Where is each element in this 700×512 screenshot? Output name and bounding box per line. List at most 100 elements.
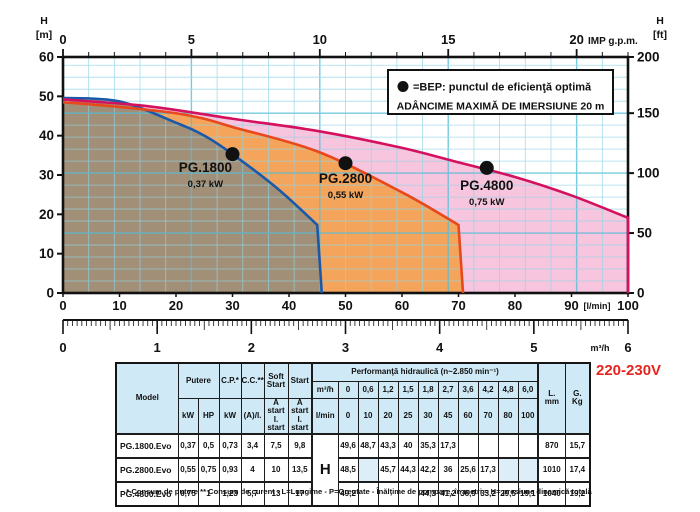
svg-text:5: 5 <box>188 32 195 47</box>
head-value-cell: 35,3 <box>417 432 439 459</box>
table-row: PG.2800.Evo 0,55 0,75 0,93 4 10 13,5 48,5 45,7 44… <box>115 456 591 483</box>
model-cell: PG.2800.Evo <box>115 456 179 483</box>
spec-cell: 13,5 <box>287 456 313 483</box>
svg-text:2: 2 <box>248 340 255 355</box>
spec-cell: 10 <box>263 456 289 483</box>
table-subheader-m3h: m³/h 0 0,6 1,2 1,5 1,8 2,7 3,6 4,2 4,8 6,0 <box>116 381 590 399</box>
svg-text:60: 60 <box>39 50 54 65</box>
spec-cell: 4 <box>240 456 265 483</box>
svg-text:50: 50 <box>39 89 54 104</box>
lmin-header-cell: 30 <box>417 397 439 435</box>
svg-text:3: 3 <box>342 340 349 355</box>
svg-text:H: H <box>40 15 48 27</box>
head-value-cell <box>377 480 399 507</box>
svg-text:10: 10 <box>112 298 126 313</box>
m3h-header-cell: 1,5 <box>397 381 419 399</box>
y-axis-left: 0 10 20 30 40 50 60 H [m] <box>36 15 63 301</box>
unit-hp: HP <box>197 397 220 435</box>
svg-text:20: 20 <box>169 298 183 313</box>
svg-text:50: 50 <box>338 298 352 313</box>
svg-text:100: 100 <box>617 298 639 313</box>
lmin-header-cell: 0 <box>337 397 359 435</box>
spec-cell: 0,75 <box>197 456 220 483</box>
legend: =BEP: punctul de eficienţă optimă ADÂNCIM… <box>387 69 614 115</box>
svg-text:20: 20 <box>569 32 583 47</box>
lmin-header-cell: 10 <box>357 397 379 435</box>
head-value-cell: 40 <box>397 432 419 459</box>
m3h-header-cell: 2,7 <box>437 381 459 399</box>
head-value-cell: 25,6 <box>457 456 479 483</box>
head-value-cell: 29,5 <box>497 480 519 507</box>
unit-start: A start I. start <box>287 397 313 435</box>
svg-text:0: 0 <box>59 32 66 47</box>
head-value-cell <box>517 456 539 483</box>
svg-text:0,37 kW: 0,37 kW <box>188 179 223 190</box>
fill-area <box>63 97 322 293</box>
table-footnote: * Consum de putere ** Consum de curent -… <box>126 487 592 496</box>
m3h-header-cell: 4,8 <box>497 381 519 399</box>
svg-text:PG.4800: PG.4800 <box>460 178 513 193</box>
svg-text:20: 20 <box>39 207 54 222</box>
svg-text:H: H <box>656 15 664 27</box>
spec-cell: 0,37 <box>177 432 199 459</box>
x-axis-top: 0 5 10 15 20 IMP g.p.m. <box>59 32 638 57</box>
lmin-header-cell: 100 <box>517 397 539 435</box>
bep-dot-PG.2800 <box>338 156 353 171</box>
svg-text:40: 40 <box>39 128 54 143</box>
svg-text:50: 50 <box>637 226 652 241</box>
col-header-length: L. mm <box>537 362 566 435</box>
head-value-cell: 19,1 <box>517 480 539 507</box>
spec-cell: 9,8 <box>287 432 313 459</box>
curve-PG.2800 <box>62 100 465 294</box>
spec-cell: 0,55 <box>177 456 199 483</box>
table-header-row-top: Model Putere C.P.* C.C.** Soft Start Sta… <box>115 362 591 435</box>
head-value-cell: 43,3 <box>377 432 399 459</box>
head-value-cell: 45,7 <box>377 456 399 483</box>
pump-specs-table: Model Putere C.P.* C.C.** Soft Start Sta… <box>115 362 592 507</box>
col-header-model: Model <box>115 362 179 435</box>
head-value-cell: 49,6 <box>337 432 359 459</box>
head-h-cell: H <box>311 432 339 507</box>
model-cell: PG.1800.Evo <box>115 432 179 459</box>
m3h-header-cell: 0 <box>337 381 359 399</box>
head-value-cell: 42,2 <box>417 456 439 483</box>
bep-markers: PG.1800 0,37 kW PG.2800 0,55 kW PG.4800 0,75 … <box>179 147 513 208</box>
m3h-header-cell: 0,6 <box>357 381 379 399</box>
spec-cell: 0,73 <box>218 432 242 459</box>
svg-text:80: 80 <box>508 298 522 313</box>
svg-text:10: 10 <box>39 246 54 261</box>
curve-PG.4800 <box>62 98 630 293</box>
svg-text:PG.2800: PG.2800 <box>319 171 372 186</box>
col-header-weight: G. Kg <box>564 362 591 435</box>
curve-PG.1800 <box>62 96 324 294</box>
table-row: PG.1800.Evo 0,37 0,5 0,73 3,4 7,5 9,8 H 49,6 48,7… <box>115 432 591 507</box>
unit-kw: kW <box>177 397 199 435</box>
head-value-cell: 36 <box>437 456 459 483</box>
spec-cell: 17 <box>287 480 313 507</box>
y-axis-right: 0 50 100 150 200 H [ft] <box>628 15 667 301</box>
svg-text:0,55 kW: 0,55 kW <box>328 190 363 201</box>
svg-text:[ft]: [ft] <box>653 29 667 41</box>
svg-text:10: 10 <box>313 32 327 47</box>
length-cell: 870 <box>537 432 566 459</box>
col-header-putere: Putere <box>177 362 220 399</box>
svg-text:0: 0 <box>59 340 66 355</box>
m3h-header-cell: 1,8 <box>417 381 439 399</box>
m3h-header-cell: 3,6 <box>457 381 479 399</box>
svg-text:0: 0 <box>46 286 54 301</box>
spec-cell: 0,93 <box>218 456 242 483</box>
head-value-cell: 17,3 <box>477 456 499 483</box>
weight-cell: 19,2 <box>564 480 591 507</box>
lmin-header-cell: 45 <box>437 397 459 435</box>
m3h-header-cell: 6,0 <box>517 381 539 399</box>
bep-dot-PG.1800 <box>225 147 240 162</box>
svg-text:30: 30 <box>39 168 54 183</box>
spec-cell: 1,23 <box>218 480 242 507</box>
svg-text:70: 70 <box>451 298 465 313</box>
svg-text:[m]: [m] <box>36 29 52 41</box>
svg-text:0,75 kW: 0,75 kW <box>469 197 504 208</box>
svg-text:ADÂNCIME MAXIMĂ DE IMERSIUNE 2: ADÂNCIME MAXIMĂ DE IMERSIUNE 20 m <box>397 100 605 113</box>
col-header-cc: C.C.** <box>240 362 265 399</box>
svg-text:4: 4 <box>436 340 444 355</box>
